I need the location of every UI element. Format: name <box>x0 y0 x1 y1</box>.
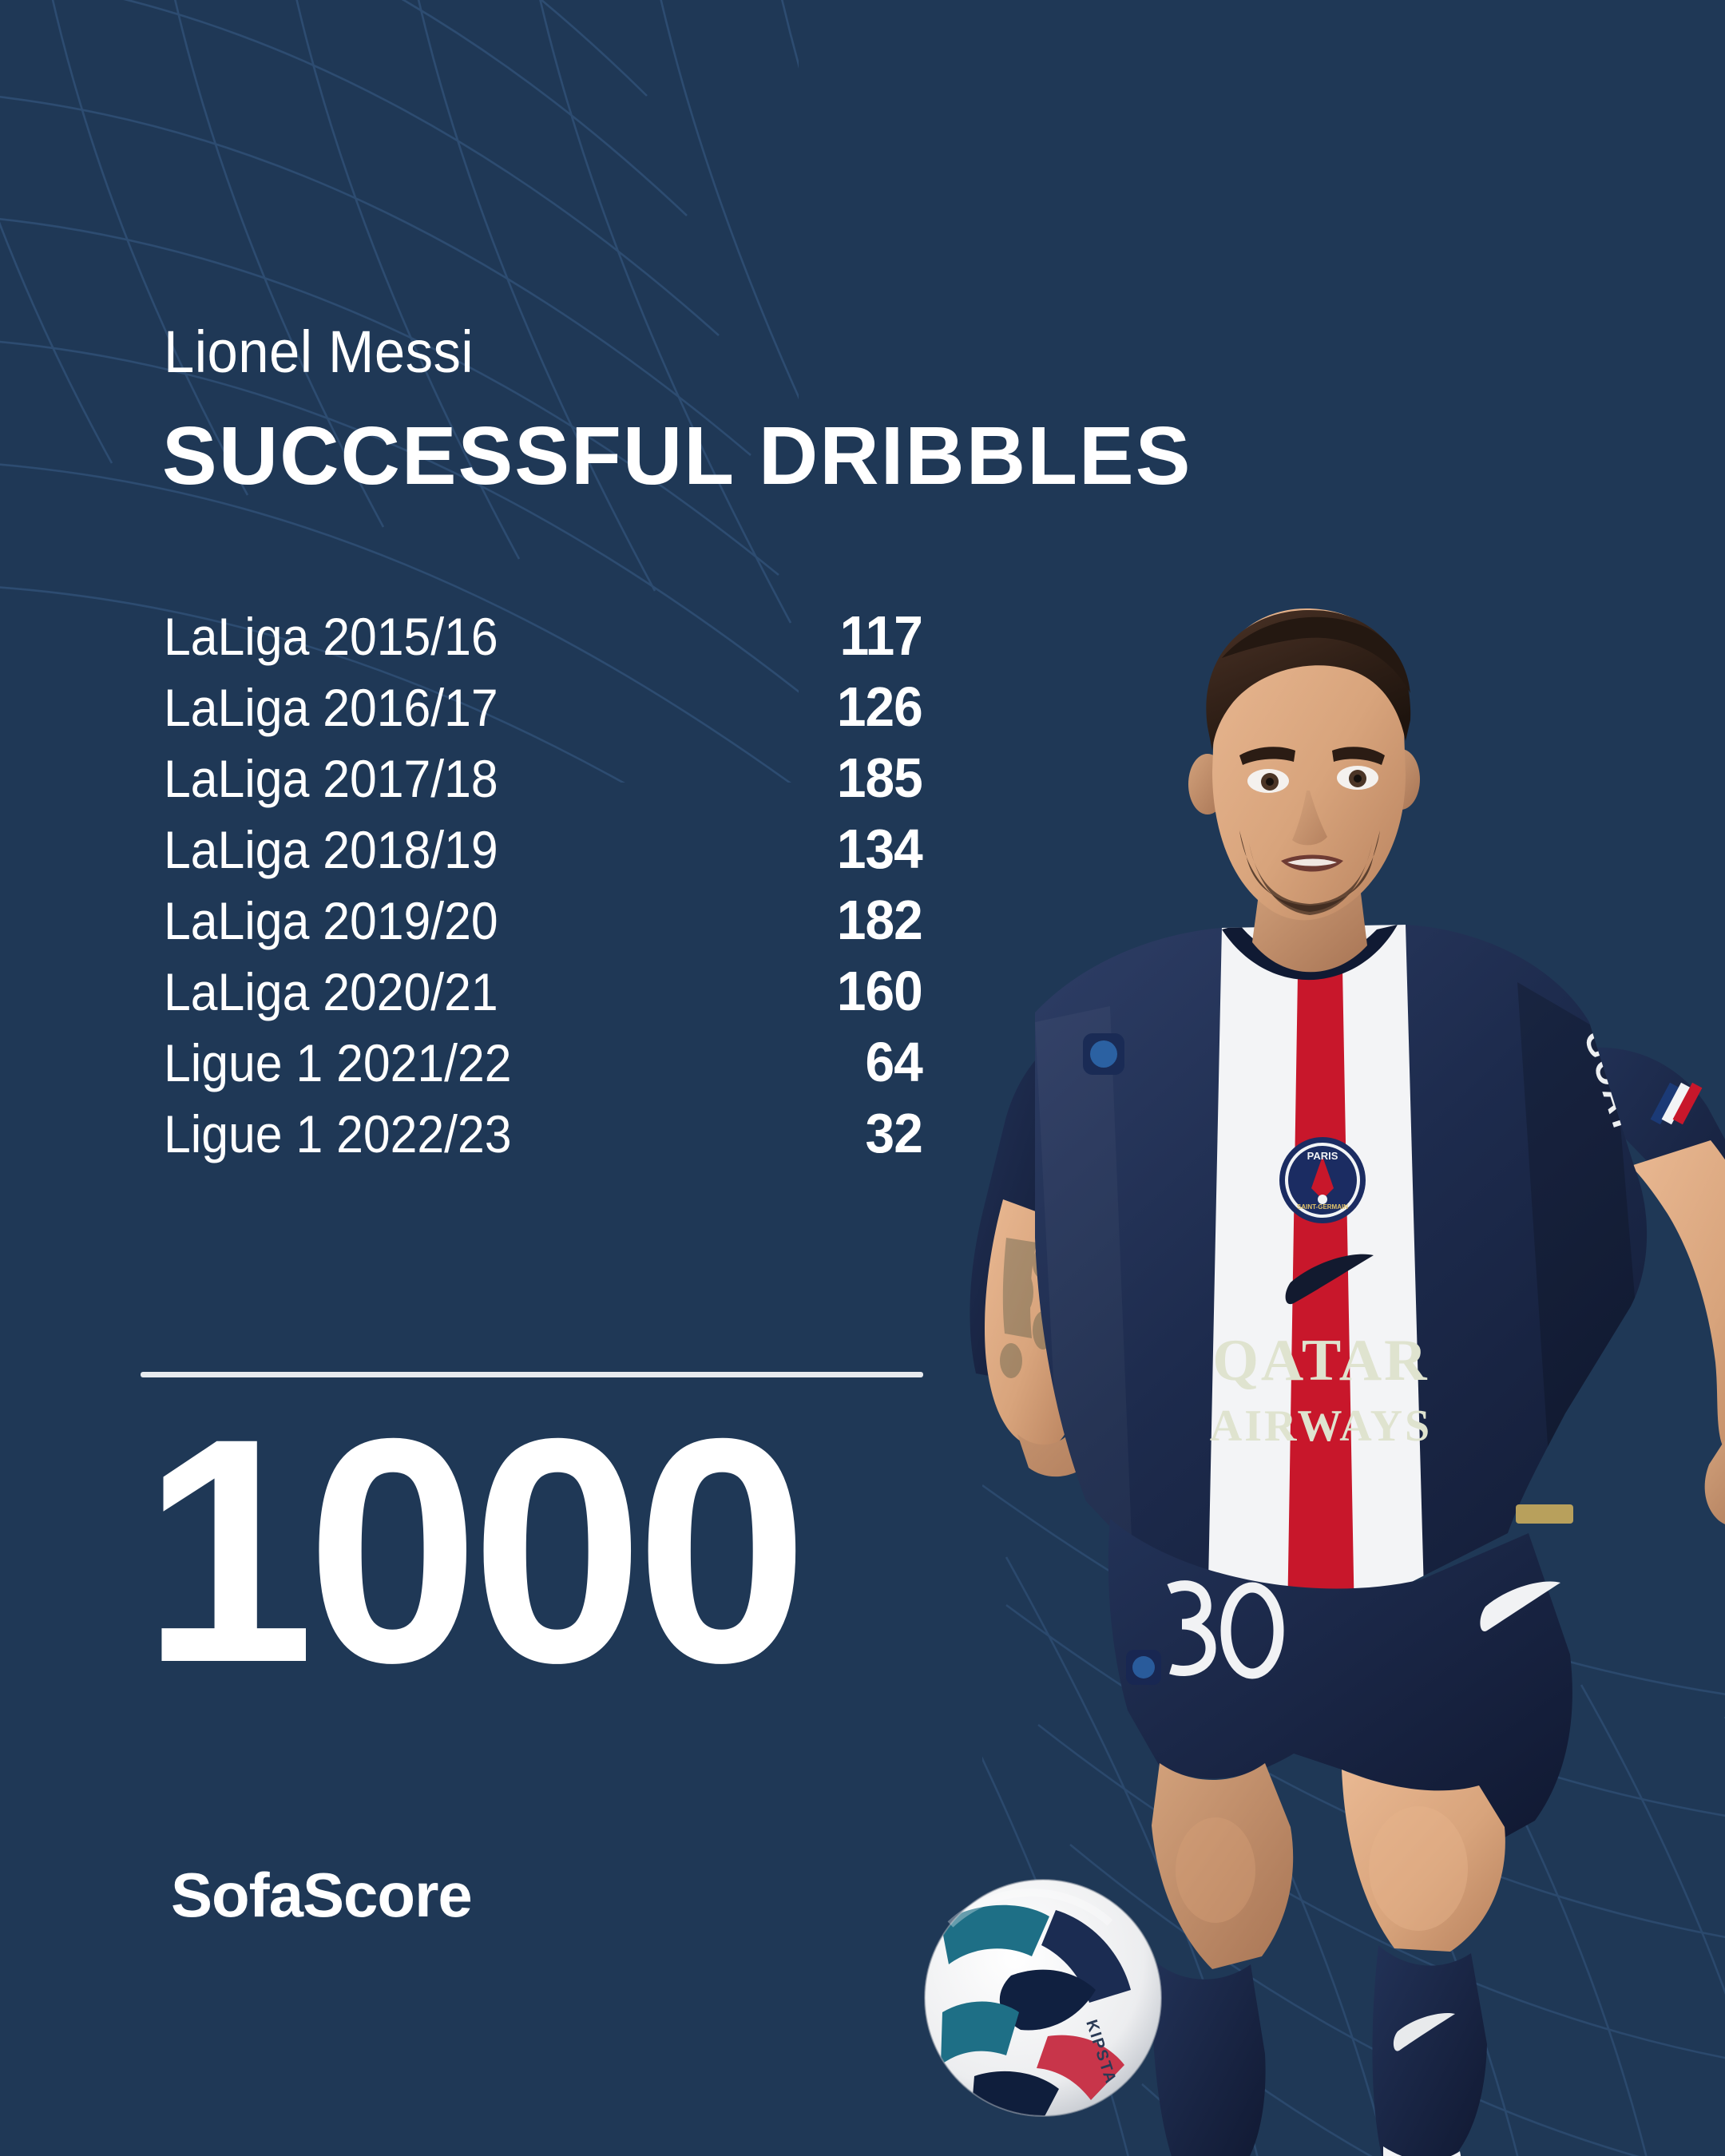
season-value: 117 <box>839 604 923 667</box>
season-label: LaLiga 2015/16 <box>164 607 498 666</box>
page-title: SUCCESSFUL DRIBBLES <box>162 410 1192 501</box>
table-row: LaLiga 2019/20 182 <box>164 888 923 959</box>
total-dribbles-value: 1000 <box>142 1372 808 1729</box>
season-value: 182 <box>837 889 923 951</box>
season-value: 64 <box>865 1031 923 1093</box>
season-label: LaLiga 2019/20 <box>164 891 498 950</box>
table-row: LaLiga 2015/16 117 <box>164 604 923 675</box>
table-row: Ligue 1 2021/22 64 <box>164 1030 923 1101</box>
season-label: Ligue 1 2021/22 <box>164 1033 512 1092</box>
table-row: Ligue 1 2022/23 32 <box>164 1101 923 1172</box>
season-value: 32 <box>865 1102 923 1164</box>
season-label: LaLiga 2018/19 <box>164 820 498 879</box>
table-row: LaLiga 2016/17 126 <box>164 675 923 746</box>
player-name-kicker: Lionel Messi <box>164 319 474 385</box>
sofascore-logo: SofaScore <box>171 1860 473 1930</box>
season-value: 126 <box>837 676 923 738</box>
season-value: 185 <box>837 747 923 809</box>
table-row: LaLiga 2018/19 134 <box>164 817 923 888</box>
season-label: LaLiga 2016/17 <box>164 678 498 737</box>
total-divider <box>141 1372 923 1377</box>
season-label: Ligue 1 2022/23 <box>164 1104 512 1163</box>
season-value: 160 <box>837 960 923 1022</box>
season-label: LaLiga 2017/18 <box>164 749 498 808</box>
table-row: LaLiga 2020/21 160 <box>164 959 923 1030</box>
table-row: LaLiga 2017/18 185 <box>164 746 923 817</box>
season-label: LaLiga 2020/21 <box>164 962 498 1021</box>
season-stats-list: LaLiga 2015/16 117 LaLiga 2016/17 126 LaLiga… <box>164 604 923 1172</box>
season-value: 134 <box>837 818 923 880</box>
